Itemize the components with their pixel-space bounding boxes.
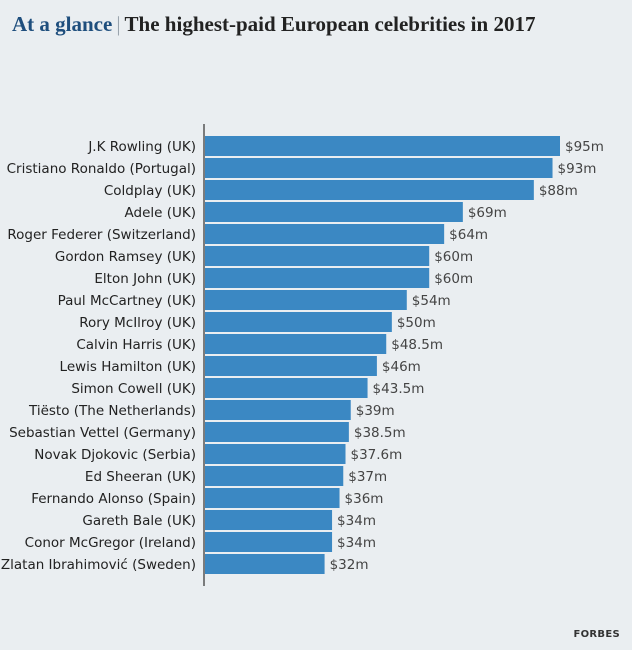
value-label: $32m	[330, 557, 369, 573]
value-label: $38.5m	[354, 425, 406, 441]
bar	[205, 554, 325, 574]
value-label: $39m	[356, 403, 395, 419]
category-label: Adele (UK)	[125, 205, 197, 221]
title-separator: |	[116, 12, 121, 36]
bar	[205, 202, 463, 222]
bar	[205, 532, 333, 552]
value-label: $48.5m	[391, 337, 443, 353]
bar	[205, 400, 351, 420]
bar	[205, 422, 349, 442]
chart-title: At a glance | The highest-paid European ce…	[12, 12, 535, 37]
source-credit: FORBES	[573, 629, 620, 640]
category-label: Conor McGregor (Ireland)	[25, 535, 196, 551]
category-label: Calvin Harris (UK)	[76, 337, 196, 353]
category-label: Sebastian Vettel (Germany)	[9, 425, 196, 441]
value-label: $60m	[434, 249, 473, 265]
category-label: Lewis Hamilton (UK)	[60, 359, 196, 375]
bar	[205, 488, 340, 508]
category-label: Paul McCartney (UK)	[58, 293, 196, 309]
value-label: $69m	[468, 205, 507, 221]
value-label: $36m	[345, 491, 384, 507]
title-kicker: At a glance	[12, 12, 113, 36]
bar	[205, 268, 430, 288]
value-label: $64m	[449, 227, 488, 243]
category-label: Zlatan Ibrahimović (Sweden)	[1, 557, 196, 573]
bar	[205, 312, 392, 332]
value-label: $46m	[382, 359, 421, 375]
value-label: $43.5m	[373, 381, 425, 397]
value-label: $54m	[412, 293, 451, 309]
bar	[205, 224, 445, 244]
value-label: $37.6m	[351, 447, 403, 463]
bar	[205, 158, 553, 178]
category-label: Simon Cowell (UK)	[71, 381, 196, 397]
bar	[205, 466, 344, 486]
bar	[205, 290, 407, 310]
category-label: Tiësto (The Netherlands)	[28, 403, 196, 419]
value-label: $93m	[558, 161, 597, 177]
bar	[205, 136, 560, 156]
value-label: $34m	[337, 513, 376, 529]
bar	[205, 180, 534, 200]
bar	[205, 246, 430, 266]
category-label: Elton John (UK)	[94, 271, 196, 287]
bar	[205, 334, 387, 354]
category-label: Roger Federer (Switzerland)	[7, 227, 196, 243]
value-label: $95m	[565, 139, 604, 155]
category-label: Fernando Alonso (Spain)	[31, 491, 196, 507]
category-label: Novak Djokovic (Serbia)	[34, 447, 196, 463]
category-label: J.K Rowling (UK)	[87, 139, 196, 155]
category-label: Rory McIlroy (UK)	[79, 315, 196, 331]
bar	[205, 378, 368, 398]
category-label: Coldplay (UK)	[104, 183, 196, 199]
category-label: Ed Sheeran (UK)	[85, 469, 196, 485]
value-label: $88m	[539, 183, 578, 199]
bar	[205, 444, 346, 464]
title-main: The highest-paid European celebrities in…	[124, 12, 536, 36]
value-label: $37m	[348, 469, 387, 485]
value-label: $50m	[397, 315, 436, 331]
value-label: $34m	[337, 535, 376, 551]
value-label: $60m	[434, 271, 473, 287]
category-label: Gareth Bale (UK)	[82, 513, 196, 529]
category-label: Cristiano Ronaldo (Portugal)	[7, 161, 196, 177]
bar	[205, 510, 333, 530]
category-label: Gordon Ramsey (UK)	[55, 249, 196, 265]
bar	[205, 356, 377, 376]
